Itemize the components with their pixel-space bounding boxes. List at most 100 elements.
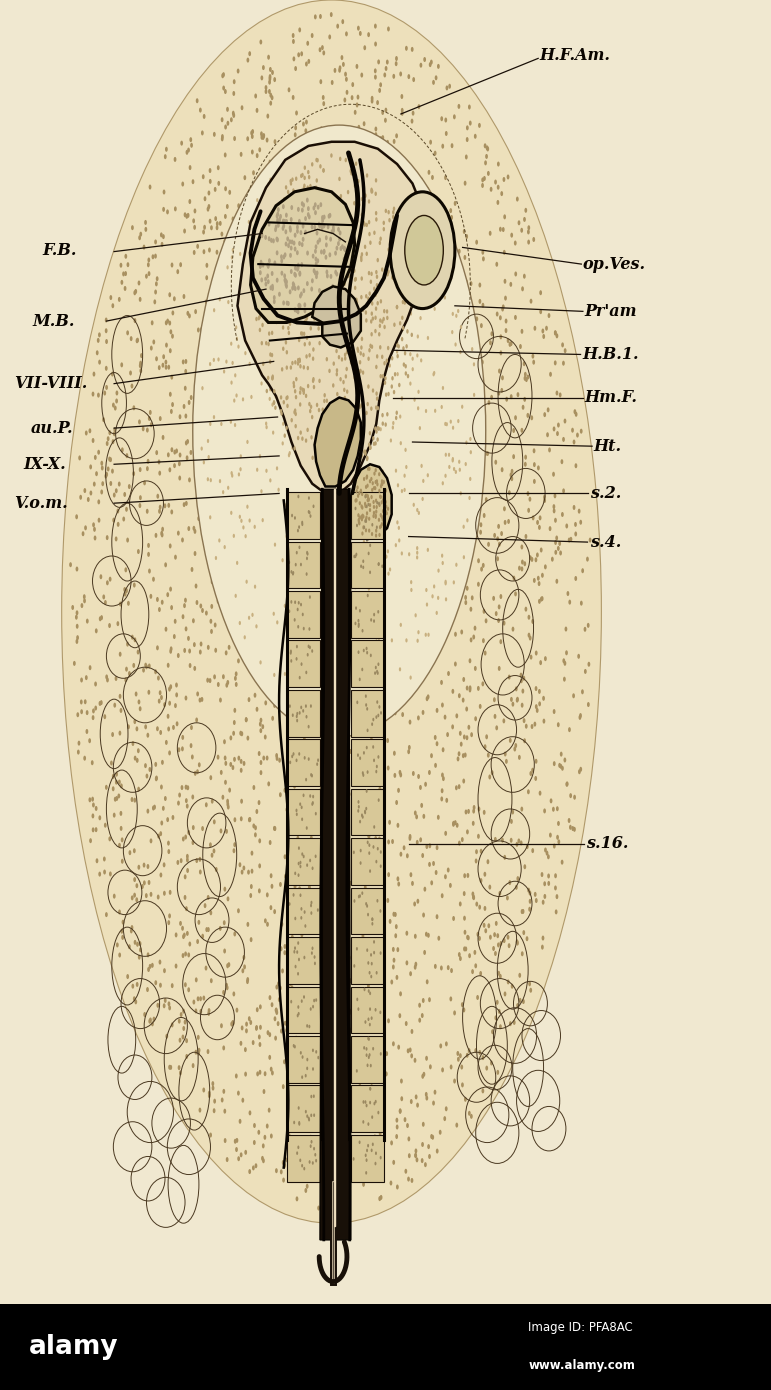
Circle shape bbox=[209, 678, 211, 682]
Circle shape bbox=[164, 796, 167, 801]
Circle shape bbox=[288, 609, 291, 613]
Circle shape bbox=[498, 1009, 500, 1013]
Circle shape bbox=[329, 967, 332, 972]
Circle shape bbox=[301, 236, 305, 242]
Circle shape bbox=[265, 302, 268, 306]
Circle shape bbox=[399, 991, 402, 997]
Circle shape bbox=[417, 389, 419, 393]
Circle shape bbox=[416, 1102, 419, 1108]
Circle shape bbox=[277, 434, 279, 439]
Circle shape bbox=[441, 1068, 444, 1073]
Circle shape bbox=[342, 398, 345, 402]
Circle shape bbox=[343, 1140, 346, 1144]
Circle shape bbox=[508, 674, 510, 680]
Circle shape bbox=[442, 748, 444, 752]
Circle shape bbox=[224, 760, 227, 766]
Circle shape bbox=[364, 810, 366, 813]
Circle shape bbox=[303, 855, 305, 858]
Circle shape bbox=[267, 624, 270, 630]
Circle shape bbox=[303, 1166, 305, 1170]
Circle shape bbox=[311, 731, 313, 735]
Circle shape bbox=[407, 573, 409, 577]
Circle shape bbox=[251, 613, 254, 617]
Circle shape bbox=[444, 581, 446, 585]
Circle shape bbox=[507, 175, 510, 179]
Circle shape bbox=[322, 306, 325, 310]
Circle shape bbox=[238, 393, 241, 399]
Circle shape bbox=[368, 552, 369, 555]
Circle shape bbox=[357, 571, 359, 575]
Circle shape bbox=[516, 941, 519, 945]
Circle shape bbox=[292, 728, 295, 733]
Circle shape bbox=[318, 47, 322, 53]
Circle shape bbox=[296, 719, 298, 723]
Circle shape bbox=[371, 464, 373, 468]
Circle shape bbox=[306, 1066, 308, 1070]
Circle shape bbox=[293, 410, 296, 414]
Circle shape bbox=[453, 580, 455, 584]
Circle shape bbox=[315, 274, 318, 279]
Circle shape bbox=[344, 247, 347, 253]
Circle shape bbox=[281, 969, 284, 973]
Circle shape bbox=[435, 489, 437, 495]
Circle shape bbox=[355, 277, 357, 281]
Circle shape bbox=[112, 403, 115, 407]
Circle shape bbox=[396, 354, 399, 359]
Circle shape bbox=[290, 277, 292, 281]
Circle shape bbox=[201, 607, 204, 613]
Circle shape bbox=[163, 1004, 166, 1008]
Circle shape bbox=[282, 218, 284, 224]
Circle shape bbox=[375, 480, 377, 484]
Circle shape bbox=[247, 735, 249, 741]
Circle shape bbox=[204, 416, 207, 420]
Circle shape bbox=[306, 281, 308, 286]
Circle shape bbox=[352, 602, 355, 607]
Circle shape bbox=[541, 328, 544, 334]
Circle shape bbox=[343, 246, 346, 252]
Circle shape bbox=[325, 156, 328, 160]
Circle shape bbox=[362, 475, 365, 481]
Circle shape bbox=[352, 503, 355, 509]
Circle shape bbox=[467, 724, 470, 730]
Circle shape bbox=[264, 919, 267, 923]
Circle shape bbox=[425, 302, 428, 307]
Circle shape bbox=[382, 801, 385, 805]
Circle shape bbox=[239, 556, 241, 560]
Circle shape bbox=[519, 998, 521, 1004]
Circle shape bbox=[199, 698, 201, 702]
Circle shape bbox=[503, 938, 506, 944]
Circle shape bbox=[375, 132, 377, 138]
Circle shape bbox=[435, 610, 438, 616]
Circle shape bbox=[360, 295, 362, 299]
Circle shape bbox=[298, 712, 301, 714]
Circle shape bbox=[385, 208, 387, 213]
Circle shape bbox=[308, 195, 311, 199]
Circle shape bbox=[76, 567, 79, 571]
Circle shape bbox=[320, 555, 322, 559]
Circle shape bbox=[196, 99, 199, 103]
Circle shape bbox=[213, 848, 215, 853]
Circle shape bbox=[301, 1073, 305, 1079]
Circle shape bbox=[359, 395, 362, 399]
Circle shape bbox=[191, 795, 194, 799]
Circle shape bbox=[382, 374, 384, 378]
Circle shape bbox=[384, 381, 386, 385]
Circle shape bbox=[140, 232, 142, 236]
Circle shape bbox=[126, 263, 130, 267]
Circle shape bbox=[365, 695, 367, 698]
Circle shape bbox=[340, 885, 342, 891]
Circle shape bbox=[333, 210, 336, 214]
Circle shape bbox=[402, 274, 404, 279]
Circle shape bbox=[372, 224, 375, 229]
Circle shape bbox=[345, 158, 347, 163]
Circle shape bbox=[378, 1045, 381, 1051]
Circle shape bbox=[184, 368, 187, 374]
Circle shape bbox=[308, 196, 310, 200]
Circle shape bbox=[295, 346, 298, 350]
Circle shape bbox=[510, 473, 512, 477]
Circle shape bbox=[277, 207, 280, 213]
Circle shape bbox=[546, 851, 548, 856]
Circle shape bbox=[330, 265, 332, 270]
Circle shape bbox=[393, 268, 396, 272]
Circle shape bbox=[411, 1177, 413, 1183]
